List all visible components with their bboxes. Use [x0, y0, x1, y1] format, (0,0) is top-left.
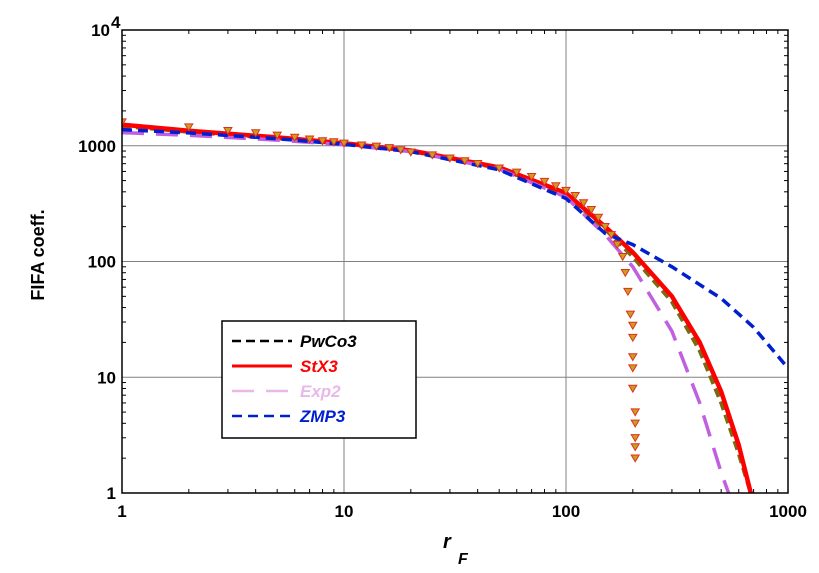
legend-label-stx3: StX3: [300, 357, 338, 376]
data-point: [328, 138, 339, 147]
data-point: [578, 199, 589, 208]
plot-frame: [121, 29, 789, 494]
data-point: [570, 192, 581, 201]
data-point: [593, 213, 604, 223]
data-point: [384, 144, 395, 153]
y-tick-exponent: 4: [111, 13, 121, 32]
data-point: [625, 310, 636, 319]
data-point: [223, 127, 233, 136]
y-tick-label: 100: [88, 253, 116, 272]
data-point: [356, 141, 367, 150]
data-point: [630, 408, 641, 417]
y-tick-label: 1000: [78, 137, 116, 156]
x-tick-label: 1000: [769, 502, 807, 521]
data-point: [317, 137, 328, 146]
data-point: [427, 151, 438, 160]
x-axis-label: r F: [443, 531, 469, 568]
data-point: [627, 364, 638, 373]
data-point: [606, 231, 617, 240]
data-point: [550, 182, 561, 191]
data-point: [539, 177, 550, 187]
x-axis-label-subscript: F: [458, 551, 469, 568]
x-tick-label: 10: [335, 502, 354, 521]
data-point: [304, 135, 315, 144]
data-point: [122, 118, 127, 127]
data-point: [445, 154, 455, 163]
data-point: [627, 384, 638, 394]
data-point: [250, 129, 261, 138]
legend-label-zmp3: ZMP3: [299, 407, 346, 426]
y-axis-label: FIFA coeff.: [28, 209, 48, 300]
data-point: [627, 353, 638, 362]
data-point: [627, 321, 638, 331]
series-line-exp2: [122, 130, 731, 493]
data-point: [561, 186, 571, 196]
data-point: [630, 434, 641, 443]
y-tick-label: 10: [91, 21, 110, 40]
series-line-pwco3: [122, 124, 753, 493]
data-point: [612, 240, 623, 250]
data-point: [459, 157, 470, 166]
data-point: [620, 269, 631, 278]
data-point: [395, 146, 406, 155]
data-point: [511, 168, 522, 177]
data-point: [339, 139, 349, 148]
data-point: [630, 419, 641, 428]
y-tick-label: 10: [97, 368, 116, 387]
y-tick-label: 1: [107, 484, 116, 503]
data-point: [405, 148, 416, 157]
data-point: [272, 131, 283, 140]
x-tick-label: 1: [117, 502, 126, 521]
data-point: [371, 142, 382, 151]
data-point: [494, 164, 505, 173]
data-point: [630, 443, 641, 452]
data-point: [627, 333, 638, 343]
x-tick-label: 100: [552, 502, 580, 521]
data-point: [183, 123, 194, 132]
data-point: [526, 173, 537, 182]
legend-label-exp2: Exp2: [300, 382, 341, 401]
x-axis-label-main: r: [443, 531, 452, 553]
data-point: [630, 454, 641, 463]
series-line-zmp3: [122, 127, 788, 370]
data-point: [586, 206, 597, 215]
data-point: [617, 253, 628, 262]
data-point: [623, 287, 633, 297]
data-point: [600, 223, 610, 232]
legend: PwCo3 StX3 Exp2 ZMP3: [221, 320, 417, 439]
data-point: [289, 133, 300, 142]
legend-label-pwco3: PwCo3: [300, 332, 357, 351]
data-point: [472, 160, 483, 169]
